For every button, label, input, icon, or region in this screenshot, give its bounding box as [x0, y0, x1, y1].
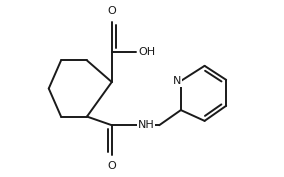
Text: NH: NH: [138, 120, 154, 130]
Text: O: O: [107, 161, 116, 171]
Text: N: N: [172, 76, 181, 86]
Text: O: O: [107, 6, 116, 16]
Text: OH: OH: [138, 47, 155, 57]
